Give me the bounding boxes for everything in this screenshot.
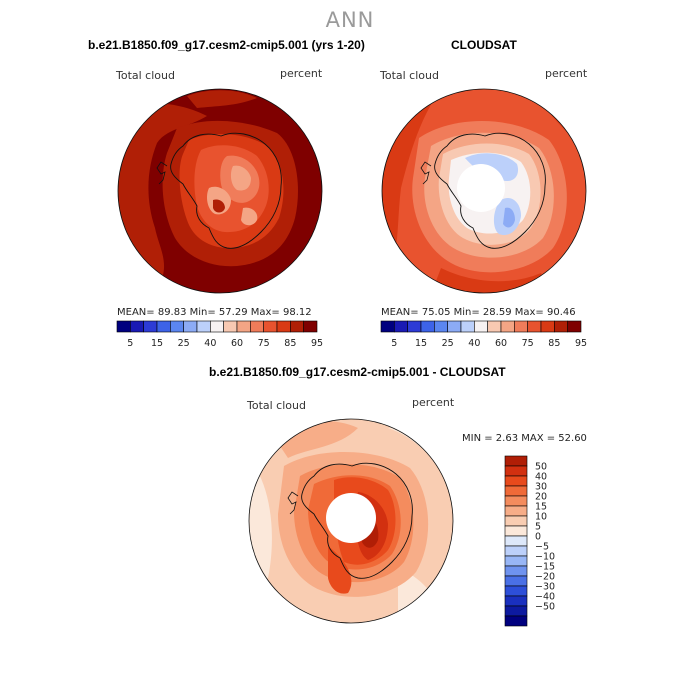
- diff-colorbar-label: 15: [535, 502, 547, 513]
- obs-colorbar-label: 60: [495, 338, 507, 349]
- diff-colorbar-label: 50: [535, 462, 547, 473]
- diff-colorbar-label: 40: [535, 472, 547, 483]
- diff-stats: MIN = 2.63 MAX = 52.60: [462, 433, 587, 444]
- diff-colorbar-swatch: [504, 615, 528, 627]
- obs-colorbar-swatch: [474, 320, 488, 333]
- diff-colorbar-swatch: [504, 605, 528, 617]
- obs-colorbar-swatch: [554, 320, 568, 333]
- diff-colorbar-label: 0: [535, 532, 541, 543]
- obs-variable-label: Total cloud: [380, 69, 439, 82]
- obs-units-label: percent: [545, 67, 588, 80]
- page-title: ANN: [325, 8, 375, 32]
- diff-variable-label: Total cloud: [247, 399, 306, 412]
- model-colorbar-swatch: [116, 320, 131, 333]
- diff-colorbar-swatch: [504, 565, 528, 577]
- obs-colorbar-label: 75: [522, 338, 534, 349]
- model-colorbar-label: 95: [311, 338, 323, 349]
- obs-colorbar-label: 85: [548, 338, 560, 349]
- model-colorbar-label: 75: [258, 338, 270, 349]
- obs-colorbar-label: 5: [391, 338, 397, 349]
- diff-colorbar-label: −5: [535, 542, 549, 553]
- model-colorbar-label: 85: [284, 338, 296, 349]
- obs-colorbar-label: 25: [442, 338, 454, 349]
- diff-colorbar-swatch: [504, 465, 528, 477]
- diff-colorbar-swatch: [504, 525, 528, 537]
- diff-colorbar-label: 20: [535, 492, 547, 503]
- model-units-label: percent: [280, 67, 323, 80]
- model-stats: MEAN= 89.83 Min= 57.29 Max= 98.12: [117, 307, 312, 318]
- diff-colorbar-swatch: [504, 515, 528, 527]
- diff-colorbar-swatch: [504, 535, 528, 547]
- diff-panel-title: b.e21.B1850.f09_g17.cesm2-cmip5.001 - CL…: [209, 365, 506, 379]
- diff-colorbar-swatch: [504, 575, 528, 587]
- diff-colorbar-label: −15: [535, 562, 555, 573]
- obs-colorbar-swatch: [514, 320, 528, 333]
- obs-colorbar-label: 95: [575, 338, 587, 349]
- diff-colorbar-label: 5: [535, 522, 541, 533]
- diff-colorbar-label: −40: [535, 592, 555, 603]
- diff-colorbar-swatch: [504, 585, 528, 597]
- model-colorbar-swatch: [183, 320, 198, 333]
- obs-colorbar-swatch: [394, 320, 408, 333]
- obs-panel-title: CLOUDSAT: [451, 38, 517, 52]
- obs-colorbar-swatch: [447, 320, 462, 333]
- obs-colorbar-swatch: [460, 320, 475, 333]
- diff-colorbar-swatch: [504, 495, 528, 507]
- obs-colorbar-swatch: [407, 320, 422, 333]
- obs-colorbar-swatch: [500, 320, 515, 333]
- diff-colorbar-swatch: [504, 545, 528, 557]
- model-colorbar-swatch: [250, 320, 264, 333]
- obs-colorbar-swatch: [527, 320, 542, 333]
- diff-colorbar-label: −10: [535, 552, 555, 563]
- diff-polar-map: [248, 418, 454, 624]
- model-colorbar: 5 15 25 40 60 75 85 95: [116, 320, 323, 349]
- model-colorbar-label: 60: [231, 338, 243, 349]
- model-colorbar-swatch: [263, 320, 278, 333]
- diff-colorbar-swatch: [504, 595, 528, 607]
- obs-colorbar-swatch: [540, 320, 555, 333]
- model-colorbar-swatch: [290, 320, 304, 333]
- model-colorbar-swatch: [236, 320, 251, 333]
- diff-colorbar-swatch: [504, 555, 528, 567]
- obs-colorbar: 5 15 25 40 60 75 85 95: [380, 320, 587, 349]
- diff-colorbar-swatch: [504, 455, 528, 467]
- model-colorbar-swatch: [276, 320, 291, 333]
- model-colorbar-label: 40: [204, 338, 216, 349]
- obs-colorbar-label: 15: [415, 338, 427, 349]
- model-colorbar-swatch: [130, 320, 144, 333]
- diff-colorbar-swatch: [504, 485, 528, 497]
- model-colorbar-swatch: [196, 320, 211, 333]
- diff-units-label: percent: [412, 396, 455, 409]
- diff-colorbar-label: 10: [535, 512, 547, 523]
- model-colorbar-swatch: [303, 320, 318, 333]
- model-polar-map: [117, 88, 323, 294]
- obs-polar-map: [381, 88, 587, 294]
- model-colorbar-swatch: [210, 320, 224, 333]
- model-colorbar-swatch: [223, 320, 238, 333]
- obs-colorbar-swatch: [420, 320, 435, 333]
- obs-colorbar-swatch: [380, 320, 395, 333]
- model-panel-title: b.e21.B1850.f09_g17.cesm2-cmip5.001 (yrs…: [88, 38, 365, 52]
- diff-colorbar-swatch: [504, 505, 528, 517]
- model-colorbar-label: 5: [127, 338, 133, 349]
- model-colorbar-swatch: [143, 320, 158, 333]
- diff-colorbar-label: −20: [535, 572, 555, 583]
- obs-stats: MEAN= 75.05 Min= 28.59 Max= 90.46: [381, 307, 576, 318]
- diff-colorbar-label: −30: [535, 582, 555, 593]
- model-colorbar-swatch: [156, 320, 171, 333]
- obs-colorbar-swatch: [434, 320, 448, 333]
- model-variable-label: Total cloud: [116, 69, 175, 82]
- obs-colorbar-label: 40: [468, 338, 480, 349]
- diff-colorbar-swatch: [504, 475, 528, 487]
- obs-colorbar-swatch: [487, 320, 502, 333]
- model-colorbar-swatch: [170, 320, 184, 333]
- model-colorbar-label: 15: [151, 338, 163, 349]
- model-colorbar-label: 25: [178, 338, 190, 349]
- diff-colorbar-label: −50: [535, 602, 555, 613]
- diff-colorbar-label: 30: [535, 482, 547, 493]
- obs-colorbar-swatch: [567, 320, 582, 333]
